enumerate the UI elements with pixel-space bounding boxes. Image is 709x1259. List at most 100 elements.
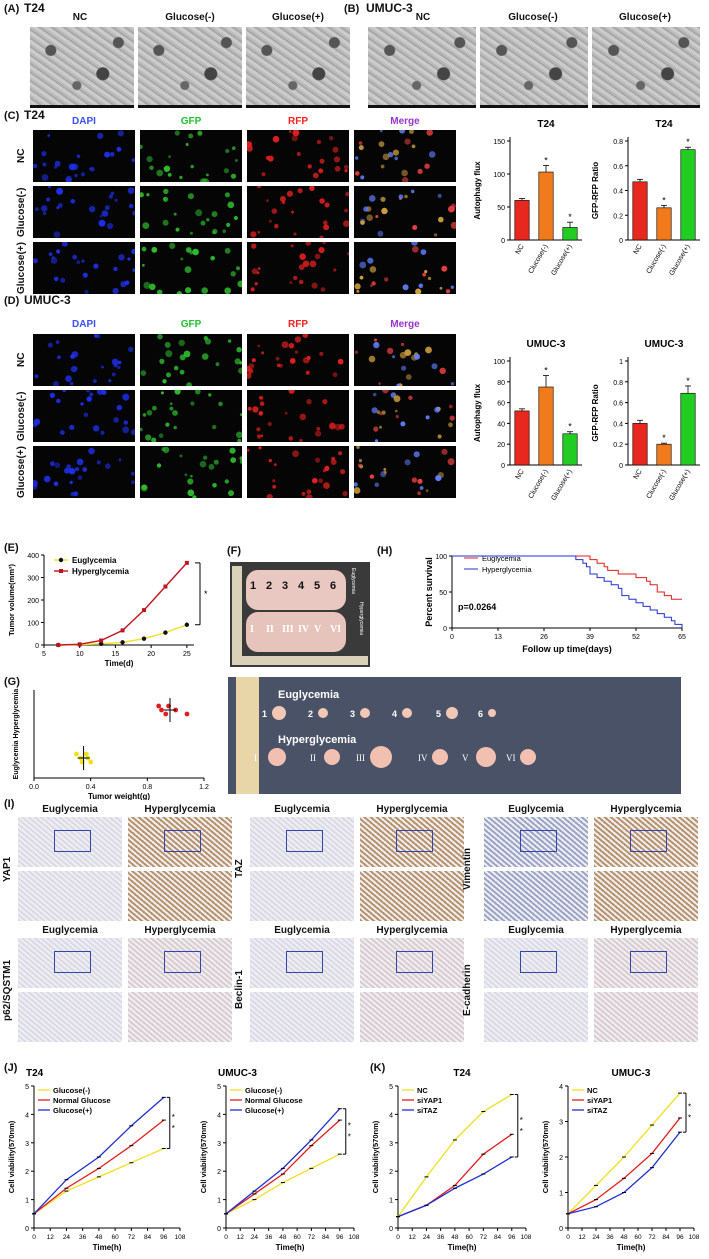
x-tick-label: 12 bbox=[578, 1234, 586, 1241]
y-tick-label: 0.6 bbox=[613, 164, 623, 171]
data-point bbox=[142, 608, 146, 613]
ihc-image bbox=[128, 992, 232, 1042]
y-tick-label: 4 bbox=[25, 1112, 29, 1119]
x-tick-label: 13 bbox=[494, 634, 502, 641]
series-line bbox=[225, 1108, 341, 1215]
y-axis-label: Cell viability(570nm) bbox=[371, 1120, 380, 1193]
sig-star: * bbox=[348, 1121, 351, 1130]
y-tick-label: 3 bbox=[217, 1141, 221, 1148]
sig-star: * bbox=[544, 366, 548, 376]
bar bbox=[632, 423, 648, 466]
sig-star: * bbox=[568, 212, 572, 222]
y-tick-label: 1 bbox=[559, 1191, 563, 1198]
x-tick-label: 48 bbox=[451, 1234, 459, 1241]
fluo-image-d-r0-c2 bbox=[247, 334, 349, 386]
y-tick-label: 5 bbox=[25, 1084, 29, 1091]
tumor-number: 3 bbox=[350, 709, 356, 719]
x-axis-label: Tumor weight(g) bbox=[88, 792, 150, 800]
x-tick-label: 96 bbox=[508, 1234, 516, 1241]
y-axis-label: Autophagy flux bbox=[473, 161, 482, 220]
panel-label-i: (I) bbox=[4, 798, 15, 810]
ihc-image bbox=[250, 992, 354, 1042]
ihc-zoom-box bbox=[54, 829, 91, 852]
mouse-roman: I bbox=[250, 624, 254, 635]
ihc-image bbox=[484, 871, 588, 921]
bar bbox=[656, 443, 672, 466]
ihc-image bbox=[360, 817, 464, 867]
ihc-image bbox=[484, 938, 588, 988]
fluo-image-c-r2-c2 bbox=[247, 242, 349, 294]
ihc-label-euglycemia: Euglycemia bbox=[42, 925, 98, 936]
fluo-image-c-r0-c0 bbox=[33, 130, 135, 182]
ihc-label-euglycemia: Euglycemia bbox=[508, 925, 564, 936]
y-tick-label: 100 bbox=[435, 554, 447, 561]
bar bbox=[680, 149, 696, 241]
ihc-label-euglycemia: Euglycemia bbox=[274, 804, 330, 815]
x-axis-label: Time(h) bbox=[617, 1243, 646, 1252]
fluo-image-d-r0-c0 bbox=[33, 334, 135, 386]
ihc-zoom-box bbox=[286, 829, 323, 852]
x-tick-label: 36 bbox=[606, 1234, 614, 1241]
data-point bbox=[88, 759, 94, 765]
mouse-number: 6 bbox=[330, 580, 337, 592]
x-tick-label: 12 bbox=[409, 1234, 417, 1241]
tumor-number: 2 bbox=[308, 709, 314, 719]
y-tick-label: 4 bbox=[217, 1112, 221, 1119]
ihc-label-euglycemia: Euglycemia bbox=[508, 804, 564, 815]
x-axis-label: Time(h) bbox=[93, 1243, 122, 1252]
ihc-zoom-box bbox=[396, 950, 433, 973]
x-tick-label: 5 bbox=[42, 651, 46, 658]
x-tick-label: Clucose(-) bbox=[528, 244, 550, 275]
y-tick-label: 20 bbox=[497, 442, 505, 449]
ihc-marker-label: p62/SQSTM1 bbox=[2, 959, 13, 1021]
x-tick-label: 84 bbox=[662, 1234, 670, 1241]
x-tick-label: 0.8 bbox=[142, 784, 152, 791]
y-tick-label: 0.6 bbox=[613, 401, 623, 408]
x-tick-label: 24 bbox=[63, 1234, 71, 1241]
y-tick-label: 400 bbox=[27, 553, 39, 560]
x-tick-label: 36 bbox=[437, 1234, 445, 1241]
y-tick-label: 0 bbox=[35, 643, 39, 650]
y-tick-label: 1 bbox=[389, 1198, 393, 1205]
x-tick-label: 0 bbox=[224, 1234, 228, 1241]
y-tick-label: 100 bbox=[493, 359, 505, 366]
bar bbox=[632, 181, 648, 241]
y-tick-label: 0 bbox=[25, 1226, 29, 1233]
sig-star: * bbox=[686, 137, 690, 147]
legend-label: Glucose(-) bbox=[245, 1086, 283, 1095]
panel-c-col-0: DAPI bbox=[72, 116, 96, 127]
legend-label: Glucose(-) bbox=[53, 1086, 91, 1095]
x-tick-label: 96 bbox=[160, 1234, 168, 1241]
ihc-image bbox=[128, 871, 232, 921]
panel-b-col-glucose-minus: Glucose(-) bbox=[508, 12, 558, 23]
y-tick-label: 3 bbox=[559, 1120, 563, 1127]
chart-title: T24 bbox=[453, 1068, 471, 1079]
mouse-number: 3 bbox=[282, 580, 289, 592]
em-image-a-nc bbox=[30, 27, 134, 108]
tumor-number: 4 bbox=[392, 709, 398, 719]
ihc-zoom-box bbox=[164, 950, 201, 973]
em-image-b-glucose-plus bbox=[592, 27, 700, 108]
tumor-hyperglycemia bbox=[476, 747, 496, 767]
panel-d-col-1: GFP bbox=[180, 319, 202, 330]
y-tick-label: 200 bbox=[27, 598, 39, 605]
panel-label-b: (B) bbox=[344, 3, 360, 15]
x-tick-label: Glucose(+) bbox=[550, 244, 573, 277]
survival-line bbox=[452, 555, 682, 600]
fluo-image-c-r1-c1 bbox=[140, 186, 242, 238]
y-axis-label: GFP-RFP Ratio bbox=[591, 162, 600, 219]
ihc-zoom-box bbox=[396, 829, 433, 852]
ihc-image bbox=[18, 992, 122, 1042]
series-line bbox=[33, 1147, 165, 1215]
x-tick-label: 12 bbox=[237, 1234, 245, 1241]
data-point bbox=[74, 751, 79, 757]
sig-star: * bbox=[172, 1124, 175, 1133]
chart-title: T24 bbox=[26, 1068, 44, 1079]
y-tick-label: 150 bbox=[493, 139, 505, 146]
ihc-image bbox=[484, 817, 588, 867]
y-tick-label: 4 bbox=[559, 1084, 563, 1091]
y-axis-label: GFP-RFP Ratio bbox=[591, 384, 600, 441]
